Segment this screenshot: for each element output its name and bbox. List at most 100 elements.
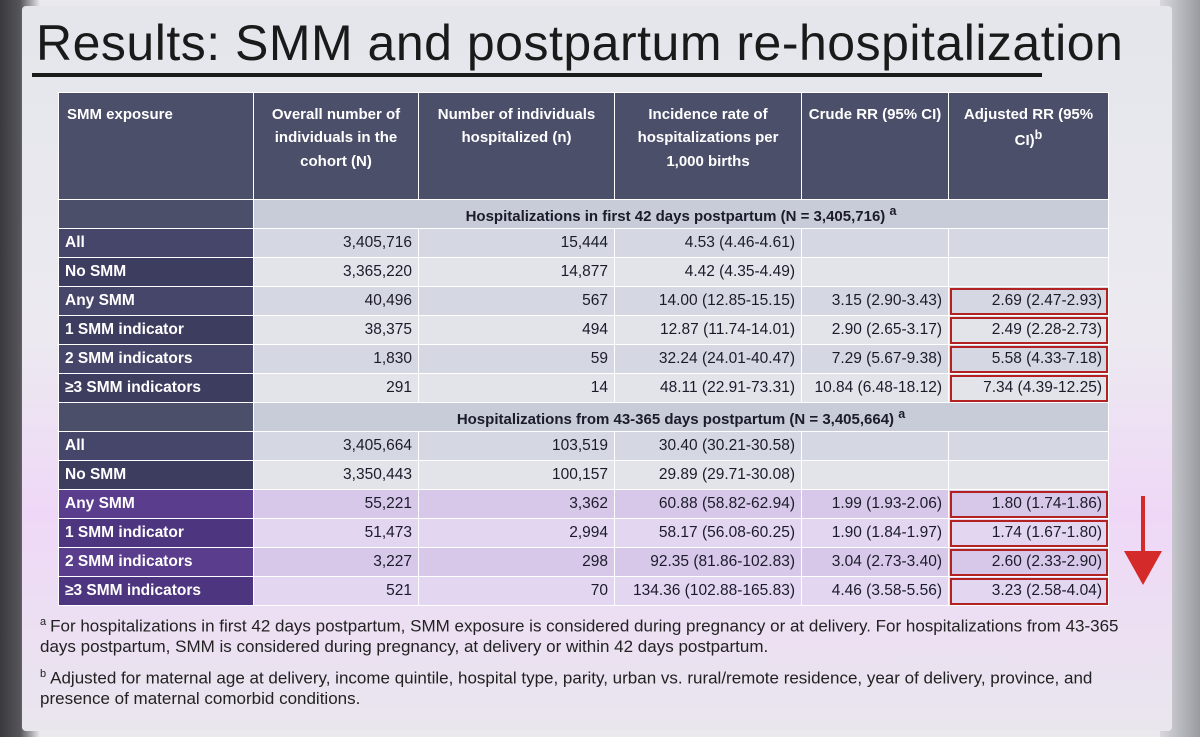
row-label: 1 SMM indicator (58, 315, 254, 345)
header-row: SMM exposure Overall number of individua… (58, 92, 1109, 200)
header-overall: Overall number of individuals in the coh… (253, 92, 419, 200)
cell-overall-n: 3,350,443 (253, 460, 419, 490)
cell-hospitalized-n: 14 (418, 373, 615, 403)
cell-overall-n: 3,405,716 (253, 228, 419, 258)
cell-hospitalized-n: 103,519 (418, 431, 615, 461)
table-row: All 3,405,664 103,519 30.40 (30.21-30.58) (58, 431, 1109, 461)
cell-hospitalized-n: 14,877 (418, 257, 615, 287)
row-label: 1 SMM indicator (58, 518, 254, 548)
cell-incidence: 4.42 (4.35-4.49) (614, 257, 802, 287)
cell-adjusted-rr: 2.69 (2.47-2.93) (948, 286, 1109, 316)
cell-crude-rr: 10.84 (6.48-18.12) (801, 373, 949, 403)
cell-crude-rr (801, 257, 949, 287)
section-title-text: Hospitalizations in first 42 days postpa… (465, 207, 886, 225)
row-label: No SMM (58, 460, 254, 490)
cell-crude-rr: 3.15 (2.90-3.43) (801, 286, 949, 316)
section-title-mark: a (889, 203, 897, 218)
footnote-a-mark: a (40, 616, 47, 628)
cell-hospitalized-n: 494 (418, 315, 615, 345)
cell-incidence: 32.24 (24.01-40.47) (614, 344, 802, 374)
cell-crude-rr: 2.90 (2.65-3.17) (801, 315, 949, 345)
row-label: Any SMM (58, 489, 254, 519)
slide-title: Results: SMM and postpartum re-hospitali… (36, 15, 1124, 71)
cell-crude-rr (801, 460, 949, 490)
cell-incidence: 29.89 (29.71-30.08) (614, 460, 802, 490)
cell-hospitalized-n: 100,157 (418, 460, 615, 490)
table-row: No SMM 3,350,443 100,157 29.89 (29.71-30.08… (58, 460, 1109, 490)
cell-adjusted-rr (948, 431, 1109, 461)
cell-overall-n: 1,830 (253, 344, 419, 374)
row-label: 2 SMM indicators (58, 344, 254, 374)
row-label: ≥3 SMM indicators (58, 373, 254, 403)
cell-hospitalized-n: 298 (418, 547, 615, 577)
cell-hospitalized-n: 59 (418, 344, 615, 374)
section-stub (58, 402, 254, 432)
title-underline (32, 73, 1042, 77)
footnote-a-text: For hospitalizations in first 42 days po… (40, 616, 1119, 657)
down-arrow-icon (1124, 551, 1162, 585)
cell-adjusted-rr: 1.80 (1.74-1.86) (948, 489, 1109, 519)
header-crude: Crude RR (95% CI) (801, 92, 949, 200)
table-row: Any SMM 40,496 567 14.00 (12.85-15.15) 3.15 … (58, 286, 1109, 316)
footnote-b-mark: b (40, 668, 47, 680)
header-adjusted: Adjusted RR (95% CI)b (948, 92, 1109, 200)
header-adjusted-mark: b (1034, 128, 1043, 143)
cell-incidence: 134.36 (102.88-165.83) (614, 576, 802, 606)
table-row: 2 SMM indicators 3,227 298 92.35 (81.86-102… (58, 547, 1109, 577)
cell-crude-rr: 3.04 (2.73-3.40) (801, 547, 949, 577)
cell-adjusted-rr: 1.74 (1.67-1.80) (948, 518, 1109, 548)
cell-adjusted-rr: 5.58 (4.33-7.18) (948, 344, 1109, 374)
cell-adjusted-rr: 2.60 (2.33-2.90) (948, 547, 1109, 577)
cell-overall-n: 3,227 (253, 547, 419, 577)
row-label: ≥3 SMM indicators (58, 576, 254, 606)
header-adjusted-text: Adjusted RR (95% CI) (963, 106, 1094, 150)
table-row: ≥3 SMM indicators 291 14 48.11 (22.91-73.31… (58, 373, 1109, 403)
results-table: SMM exposure Overall number of individua… (58, 92, 1109, 606)
cell-adjusted-rr: 7.34 (4.39-12.25) (948, 373, 1109, 403)
row-label: All (58, 431, 254, 461)
cell-crude-rr: 1.90 (1.84-1.97) (801, 518, 949, 548)
cell-incidence: 30.40 (30.21-30.58) (614, 431, 802, 461)
table-row: 1 SMM indicator 38,375 494 12.87 (11.74-14.… (58, 315, 1109, 345)
cell-crude-rr: 7.29 (5.67-9.38) (801, 344, 949, 374)
cell-overall-n: 521 (253, 576, 419, 606)
footnote-b-text: Adjusted for maternal age at delivery, i… (40, 668, 1093, 709)
cell-hospitalized-n: 2,994 (418, 518, 615, 548)
section-header-row: Hospitalizations from 43-365 days postpa… (58, 402, 1109, 432)
row-label: 2 SMM indicators (58, 547, 254, 577)
cell-incidence: 14.00 (12.85-15.15) (614, 286, 802, 316)
cell-hospitalized-n: 3,362 (418, 489, 615, 519)
cell-hospitalized-n: 567 (418, 286, 615, 316)
section-title: Hospitalizations in first 42 days postpa… (253, 199, 1109, 229)
cell-overall-n: 3,365,220 (253, 257, 419, 287)
table-row: ≥3 SMM indicators 521 70 134.36 (102.88-165… (58, 576, 1109, 606)
cell-adjusted-rr: 3.23 (2.58-4.04) (948, 576, 1109, 606)
cell-hospitalized-n: 15,444 (418, 228, 615, 258)
table-row: All 3,405,716 15,444 4.53 (4.46-4.61) (58, 228, 1109, 258)
header-hospitalized: Number of individuals hospitalized (n) (418, 92, 615, 200)
cell-incidence: 12.87 (11.74-14.01) (614, 315, 802, 345)
cell-incidence: 92.35 (81.86-102.83) (614, 547, 802, 577)
section-42-days: Hospitalizations in first 42 days postpa… (58, 199, 1109, 403)
cell-overall-n: 40,496 (253, 286, 419, 316)
cell-adjusted-rr: 2.49 (2.28-2.73) (948, 315, 1109, 345)
header-incidence: Incidence rate of hospitalizations per 1… (614, 92, 802, 200)
table-row: 2 SMM indicators 1,830 59 32.24 (24.01-40.4… (58, 344, 1109, 374)
cell-incidence: 48.11 (22.91-73.31) (614, 373, 802, 403)
down-arrow-shaft (1141, 496, 1145, 556)
cell-adjusted-rr (948, 257, 1109, 287)
row-label: No SMM (58, 257, 254, 287)
cell-overall-n: 51,473 (253, 518, 419, 548)
cell-incidence: 4.53 (4.46-4.61) (614, 228, 802, 258)
cell-overall-n: 55,221 (253, 489, 419, 519)
row-label: Any SMM (58, 286, 254, 316)
section-43-365-days: Hospitalizations from 43-365 days postpa… (58, 402, 1109, 606)
footnote-b: b Adjusted for maternal age at delivery, … (40, 668, 1120, 709)
cell-hospitalized-n: 70 (418, 576, 615, 606)
cell-incidence: 58.17 (56.08-60.25) (614, 518, 802, 548)
section-stub (58, 199, 254, 229)
header-exposure: SMM exposure (58, 92, 254, 200)
cell-overall-n: 38,375 (253, 315, 419, 345)
cell-crude-rr: 4.46 (3.58-5.56) (801, 576, 949, 606)
table-row: Any SMM 55,221 3,362 60.88 (58.82-62.94) 1.9… (58, 489, 1109, 519)
